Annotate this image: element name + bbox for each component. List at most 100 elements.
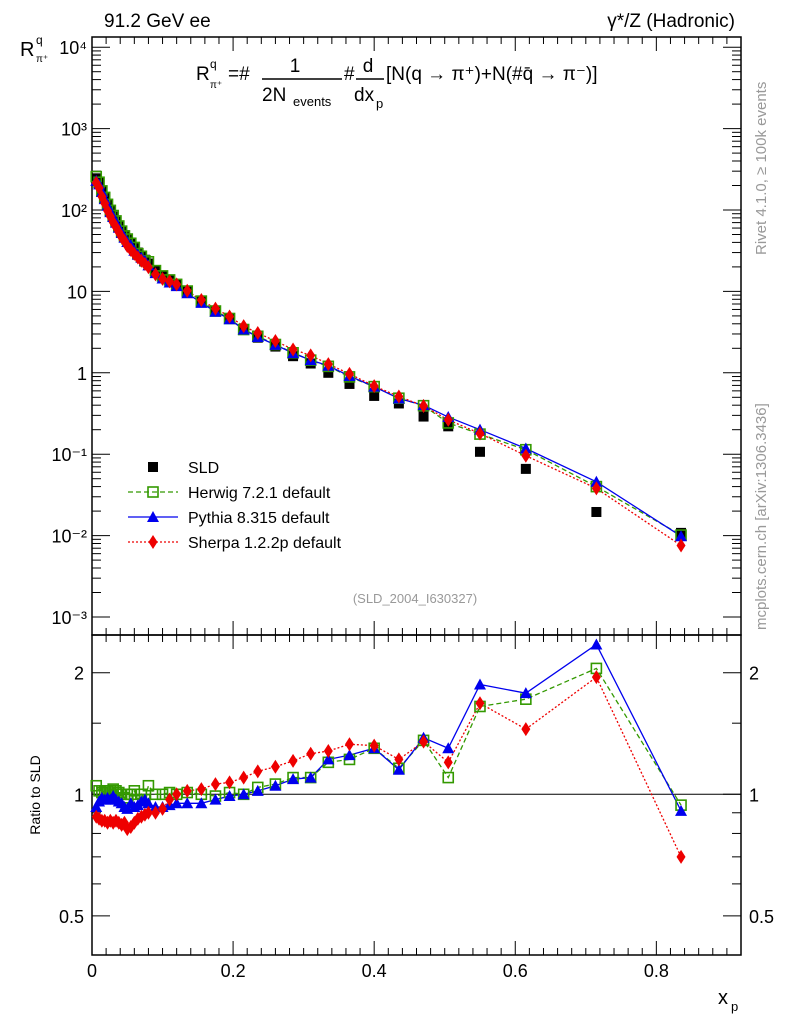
data-point-2	[225, 309, 235, 324]
x-tick-label: 0.8	[644, 961, 669, 981]
ratio-point-1	[287, 773, 300, 785]
y-tick-label: 10³	[61, 120, 87, 140]
ratio-point-2	[443, 755, 453, 770]
data-point-sld	[474, 446, 485, 457]
ratio-point-1	[473, 678, 486, 690]
ratio-line-0	[95, 667, 682, 806]
data-point-1	[675, 530, 688, 542]
y-tick-label: 10⁻¹	[51, 445, 87, 465]
ratio-point-1	[170, 797, 183, 809]
ratio-panel-frame	[91, 634, 742, 956]
svg-text:p: p	[731, 999, 738, 1014]
data-point-2	[521, 448, 531, 463]
ratio-point-2	[323, 743, 333, 758]
ratio-point-2	[344, 737, 354, 752]
legend-label: Pythia 8.315 default	[188, 510, 330, 527]
svg-text:x: x	[718, 987, 728, 1009]
legend-marker	[147, 511, 159, 522]
ratio-point-1	[142, 797, 155, 809]
mcplots-label: mcplots.cern.ch [arXiv:1306.3436]	[753, 403, 770, 630]
ratio-tick-label-right: 0.5	[749, 907, 774, 927]
data-point-2	[591, 481, 601, 496]
data-point-2	[369, 379, 379, 394]
ratio-point-2	[225, 775, 235, 790]
series-line-2	[95, 182, 682, 547]
data-point-2	[196, 293, 206, 308]
legend: SLD Herwig 7.2.1 default Pythia 8.315 defa…	[128, 460, 342, 552]
svg-text:R: R	[196, 64, 210, 85]
ratio-point-1	[675, 804, 688, 816]
ratio-point-0	[128, 785, 141, 797]
data-point-2	[323, 357, 333, 372]
x-axis-label: x p	[718, 987, 738, 1014]
ratio-point-1	[195, 797, 208, 809]
ratio-point-2	[394, 752, 404, 767]
data-point-2	[419, 398, 429, 413]
data-point-1	[519, 442, 532, 454]
data-point-2	[288, 342, 298, 357]
svg-text:events: events	[293, 94, 332, 109]
ratio-point-2	[122, 822, 132, 837]
ratio-line-2	[95, 676, 682, 858]
ratio-point-0	[156, 788, 169, 801]
data-point-2	[253, 326, 263, 341]
ratio-point-2	[150, 805, 160, 820]
title-right: γ*/Z (Hadronic)	[607, 11, 735, 32]
ratio-point-1	[590, 638, 603, 650]
ratio-point-0	[149, 788, 162, 801]
data-point-2	[239, 319, 249, 334]
data-point-2	[165, 274, 175, 289]
ratio-point-2	[521, 722, 531, 737]
ratio-point-2	[306, 746, 316, 761]
data-point-sld	[520, 463, 531, 474]
svg-text:R: R	[20, 39, 34, 61]
ratio-point-2	[591, 670, 601, 685]
ratio-point-1	[442, 742, 455, 754]
data-point-sld	[369, 390, 380, 401]
data-point-2	[158, 271, 168, 286]
data-point-2	[676, 538, 686, 553]
data-point-sld	[344, 378, 355, 389]
data-point-sld	[323, 367, 334, 378]
ratio-point-1	[304, 771, 317, 783]
svg-text:q: q	[210, 57, 217, 71]
ratio-point-2	[165, 792, 175, 807]
data-point-2	[443, 412, 453, 427]
svg-text:#: #	[344, 64, 355, 85]
legend-marker	[148, 535, 158, 549]
y-tick-label: 10⁻³	[51, 608, 87, 628]
data-point-2	[270, 334, 280, 349]
y-tick-label: 10⁴	[59, 38, 87, 58]
legend-label: Sherpa 1.2.2p default	[188, 535, 342, 552]
ratio-point-0	[442, 771, 455, 784]
title-left: 91.2 GeV ee	[104, 11, 211, 32]
svg-text:d: d	[363, 56, 374, 77]
legend-label: Herwig 7.2.1 default	[188, 485, 331, 502]
ratio-point-1	[343, 749, 356, 761]
ratio-point-2	[182, 783, 192, 798]
ratio-point-2	[270, 759, 280, 774]
svg-text:π⁺: π⁺	[210, 80, 222, 91]
ratio-tick-label: 2	[74, 664, 84, 684]
ratio-point-2	[143, 805, 153, 820]
y-tick-label: 10	[67, 282, 87, 302]
ratio-tick-label: 1	[74, 785, 84, 805]
legend-marker	[147, 486, 159, 498]
ratio-point-1	[223, 790, 236, 802]
data-point-2	[182, 283, 192, 298]
y-tick-label: 1	[77, 364, 87, 384]
svg-text:1: 1	[290, 56, 301, 77]
ratio-point-2	[369, 738, 379, 753]
formula: R q π⁺ =# 1 2N events # d dx p [N(q → π⁺…	[196, 56, 598, 111]
ratio-point-2	[676, 849, 686, 864]
data-point-sld	[591, 506, 602, 517]
ratio-point-2	[475, 696, 485, 711]
ratio-point-1	[237, 788, 250, 800]
svg-text:2N: 2N	[262, 85, 286, 106]
ratio-point-2	[210, 777, 220, 792]
data-point-2	[122, 239, 132, 254]
svg-text:=#: =#	[228, 64, 250, 85]
ratio-point-2	[196, 782, 206, 797]
data-point-2	[210, 301, 220, 316]
ratio-point-2	[288, 753, 298, 768]
